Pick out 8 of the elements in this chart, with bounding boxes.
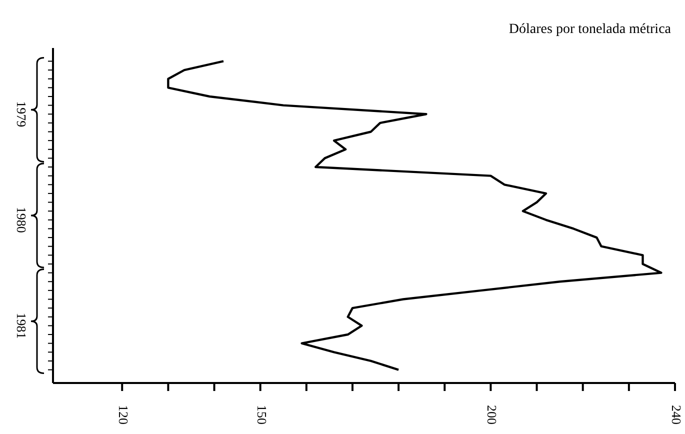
- x-tick-label: 200: [484, 405, 500, 424]
- x-tick-label: 150: [254, 405, 270, 424]
- chart-title: Dólares por tonelada métrica: [508, 22, 671, 38]
- y-tick-label: 1979: [14, 101, 30, 128]
- y-tick-label: 1980: [14, 206, 30, 233]
- y-tick-label: 1981: [14, 312, 30, 339]
- x-tick-label: 120: [116, 405, 132, 424]
- x-tick-label: 240: [669, 405, 684, 424]
